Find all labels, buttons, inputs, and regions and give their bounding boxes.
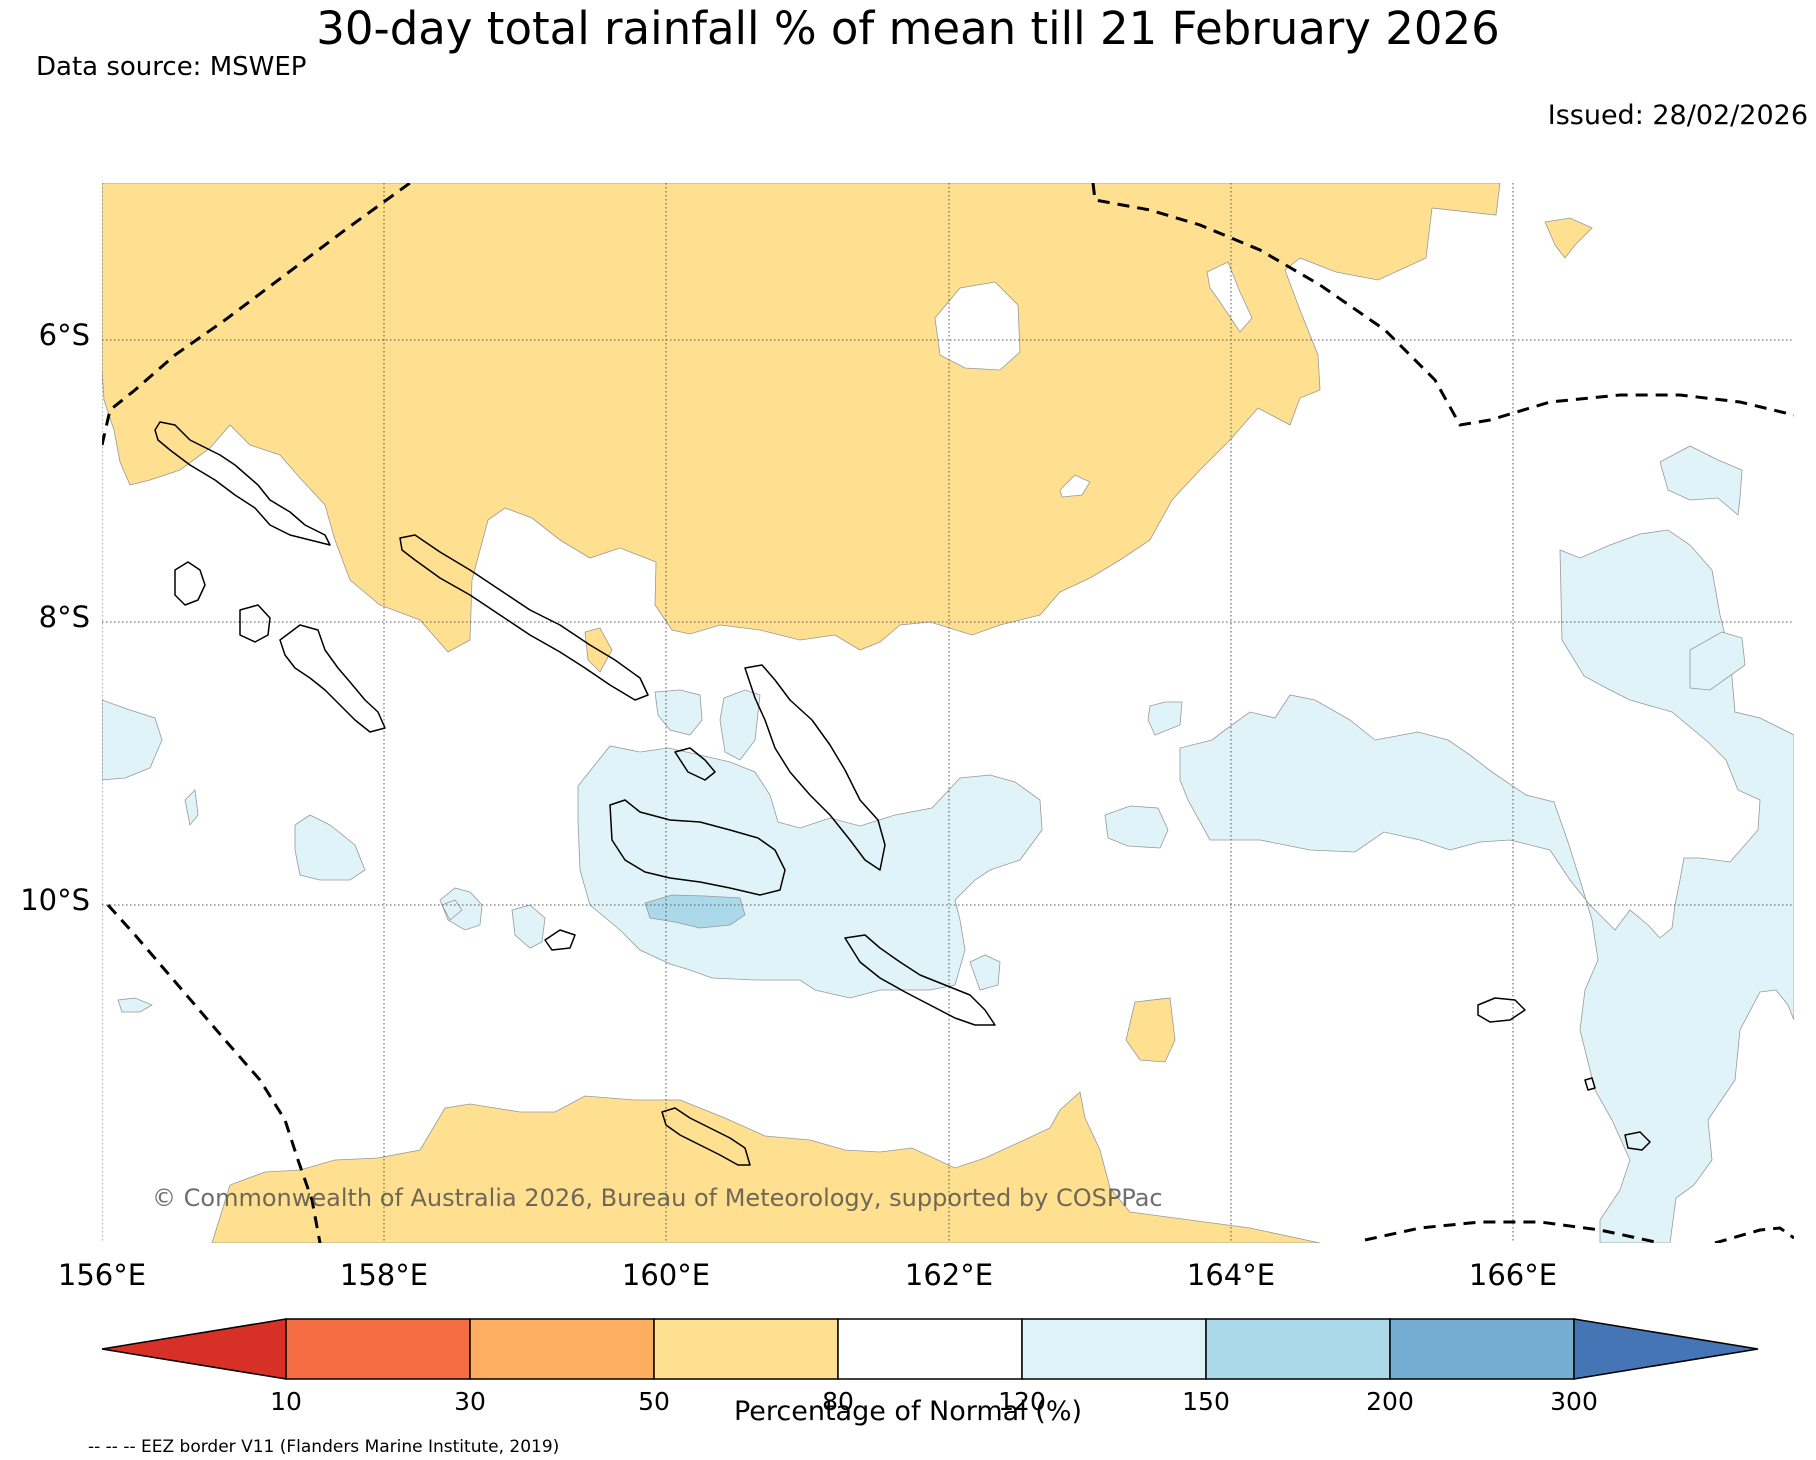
lat-label-8s: 8°S [38,600,90,634]
lon-label-158e: 158°E [339,1258,429,1292]
coast-choiseul [399,534,649,701]
wet-patch-west-5 [117,997,153,1013]
wet-patch-ne [1659,445,1743,516]
wet-patch-central [1147,701,1183,736]
data-source: Data source: MSWEP [36,52,307,82]
colorbar-bin-150-200 [1205,1318,1391,1380]
coast-santaisabel [744,664,886,871]
coast-newgeorgia-2 [279,624,386,733]
wet-patch-west [102,699,163,781]
copyright-credit: © Commonwealth of Australia 2026, Bureau… [152,1184,1163,1212]
dry-patch-east [1125,997,1176,1063]
colorbar-tick-10: 10 [270,1387,302,1416]
lat-label-6s: 6°S [38,318,90,352]
colorbar-tick-300: 300 [1550,1387,1598,1416]
coast-santacruz [1477,997,1526,1023]
colorbar [101,1318,1759,1380]
colorbar-extension-under [101,1318,287,1380]
graticule [102,183,1794,1243]
coast-florida [674,747,716,781]
colorbar-bin-80-120 [837,1318,1023,1380]
colorbar-tick-200: 200 [1366,1387,1414,1416]
wet-region-east [1179,529,1794,1243]
coast-makira [661,1107,751,1166]
wet-patch-east-2 [1689,631,1746,691]
wet-patch-santaisabel [654,689,703,736]
map-title: 30-day total rainfall % of mean till 21 … [316,2,1500,55]
wet-patch-moderate [644,894,746,929]
colorbar-bin-120-150 [1021,1318,1207,1380]
wet-patch-south [969,954,1001,991]
colorbar-tick-120: 120 [998,1387,1046,1416]
colorbar-tick-150: 150 [1182,1387,1230,1416]
colorbar-bin-10-30 [285,1318,471,1380]
coast-vanikoro [1624,1131,1651,1151]
wet-patch-west-2 [294,814,366,881]
wet-hole-1 [934,281,1021,371]
coastlines [154,421,1651,1166]
coast-guadalcanal [609,799,786,896]
wet-patch-central-2 [1104,805,1169,849]
coast-newgeorgia [239,604,271,643]
lon-label-156e: 156°E [57,1258,147,1292]
coast-reef [1584,1077,1596,1091]
colorbar-label: Percentage of Normal (%) [733,1396,1083,1427]
colorbar-tick-30: 30 [454,1387,486,1416]
wet-hole-2 [1206,261,1253,333]
coast-vella [174,561,206,606]
colorbar-tick-80: 80 [822,1387,854,1416]
wet-region-guadalcanal [577,745,1043,999]
dry-region-south [211,1091,1321,1243]
colorbar-bin-50-80 [653,1318,839,1380]
dry-region-north [102,183,1501,653]
lat-label-10s: 10°S [20,883,90,917]
wet-patch-malaita [719,689,761,761]
issued-date: Issued: 28/02/2026 [1547,100,1808,131]
eez-legend-note: -- -- -- EEZ border V11 (Flanders Marine… [88,1437,560,1457]
lon-label-162e: 162°E [904,1258,994,1292]
lon-label-166e: 166°E [1468,1258,1558,1292]
colorbar-extension-over [1573,1318,1759,1380]
dry-patch-ne [1544,217,1593,259]
lon-label-164e: 164°E [1186,1258,1276,1292]
colorbar-bin-200-300 [1389,1318,1575,1380]
lon-label-160e: 160°E [621,1258,711,1292]
wet-patch-west-6 [184,789,199,826]
coast-rennell [544,929,576,951]
coast-malaita [844,934,996,1026]
colorbar-tick-50: 50 [638,1387,670,1416]
coast-bougainville [154,421,331,546]
eez-borders [102,183,1794,1243]
colorbar-bin-30-50 [469,1318,655,1380]
wet-hole-3 [1059,474,1091,498]
